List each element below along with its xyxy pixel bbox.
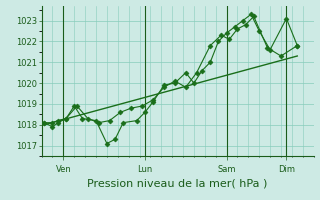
X-axis label: Pression niveau de la mer( hPa ): Pression niveau de la mer( hPa ) [87, 178, 268, 188]
